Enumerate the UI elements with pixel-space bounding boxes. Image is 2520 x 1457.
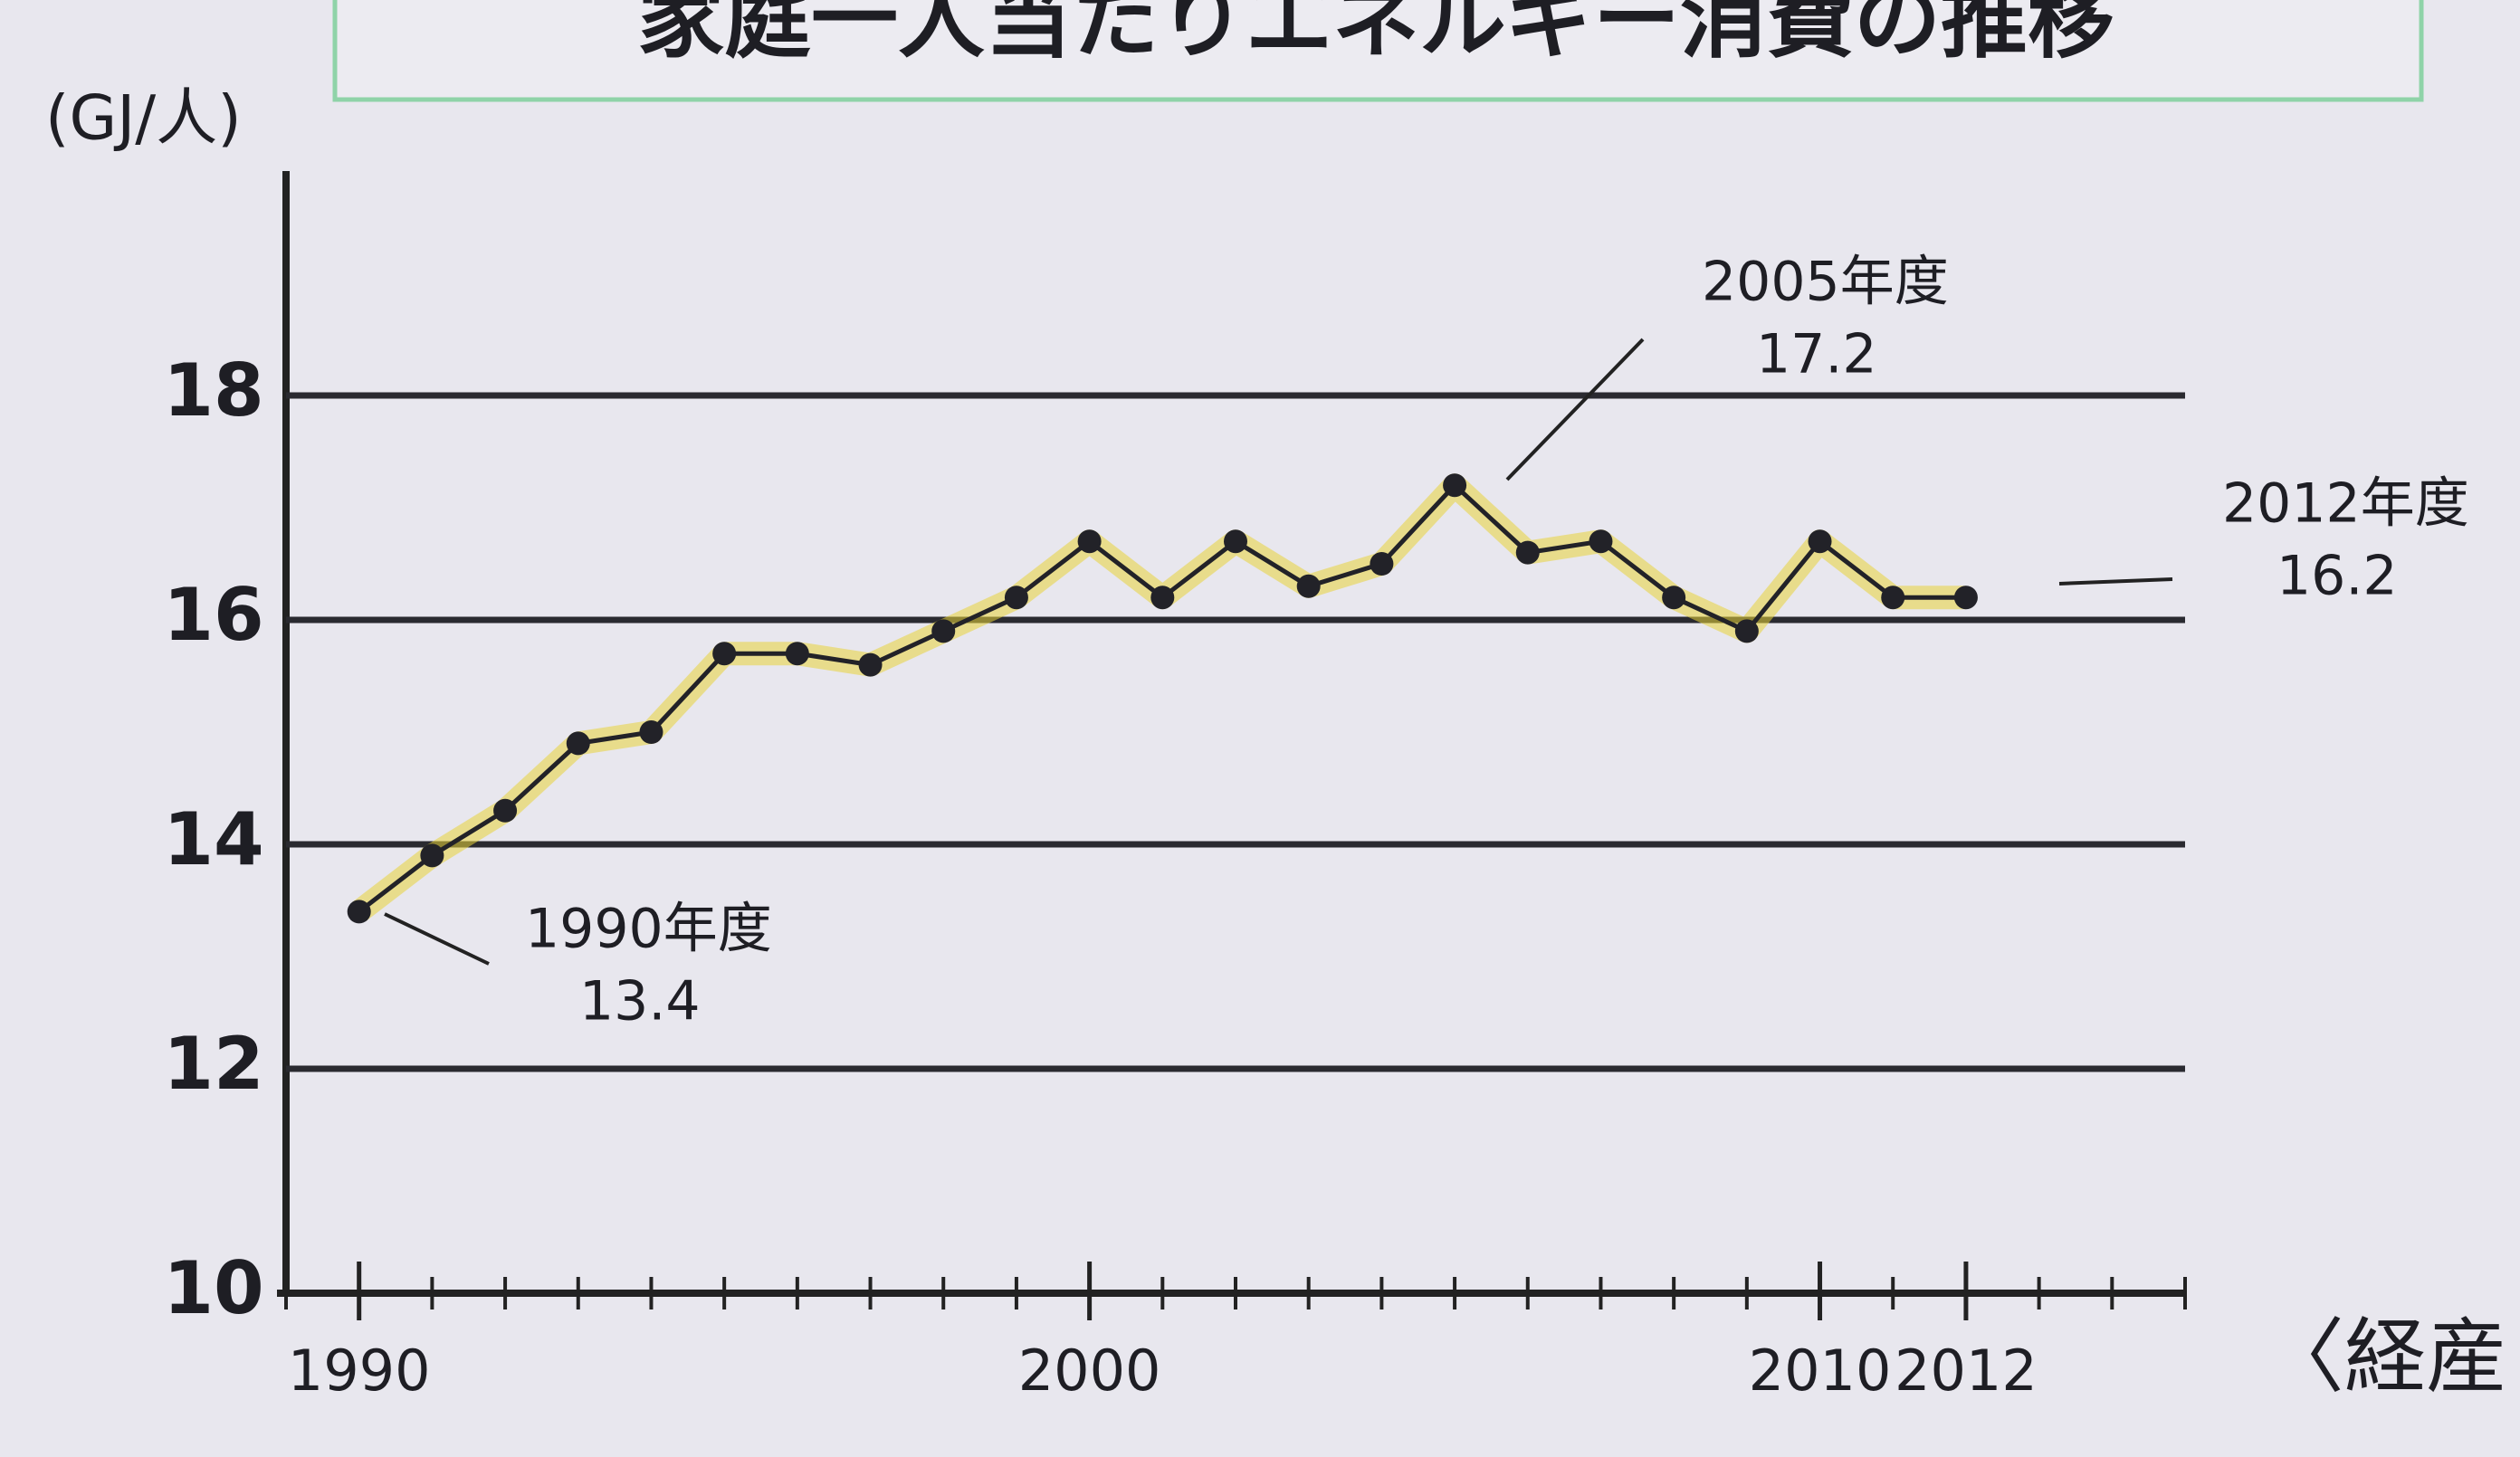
x-tick-label: 1990 [288,1338,431,1404]
data-point [1662,586,1686,610]
x-tick-label: 2010 [1749,1338,1892,1404]
data-point [1077,529,1102,554]
data-point [1808,529,1832,554]
data-point [1589,529,1613,554]
data-point [1150,586,1175,610]
y-tick-label: 14 [163,797,263,881]
annotation-value: 13.4 [579,970,701,1033]
data-point [639,720,663,744]
data-line [358,482,1966,914]
chart-title: 家庭一人当たりエネルギー消費の推移 [637,0,2114,70]
y-tick-label: 12 [163,1022,263,1106]
data-point [1296,574,1321,598]
y-tick-label: 18 [163,348,263,433]
data-point [347,900,371,924]
data-point [712,642,737,666]
data-point [1224,529,1247,554]
data-point [785,642,809,666]
data-point [493,798,518,823]
data-point [858,652,883,677]
title-box [332,0,2424,102]
y-tick-label: 10 [163,1246,263,1330]
annotation-year: 2012年度 [2222,472,2469,536]
data-point [931,619,956,643]
x-tick-label: 2000 [1018,1338,1161,1404]
annotation-year: 2005年度 [1702,251,1949,314]
data-point [1734,619,1759,643]
data-point [566,731,590,756]
source: 〈経産 [2263,1309,2507,1405]
annotation-value: 17.2 [1756,323,1877,386]
annotation-arrow [2058,577,2173,586]
annotation-value: 16.2 [2277,545,2398,608]
data-point [1515,540,1540,565]
data-point [1004,586,1028,610]
highlight [351,473,1966,921]
data-point [1443,473,1467,498]
data-point [1370,552,1394,576]
annotation-year: 1990年度 [525,898,772,961]
data-point [1881,586,1905,610]
y-tick-label: 16 [163,573,263,657]
x-tick-label: 2012 [1895,1338,2038,1404]
data-point [1953,586,1978,610]
annotation-arrow [384,912,490,966]
data-point [420,843,444,868]
annotation-arrow [1505,338,1645,481]
y-axis-unit: (GJ/人) [45,83,242,155]
